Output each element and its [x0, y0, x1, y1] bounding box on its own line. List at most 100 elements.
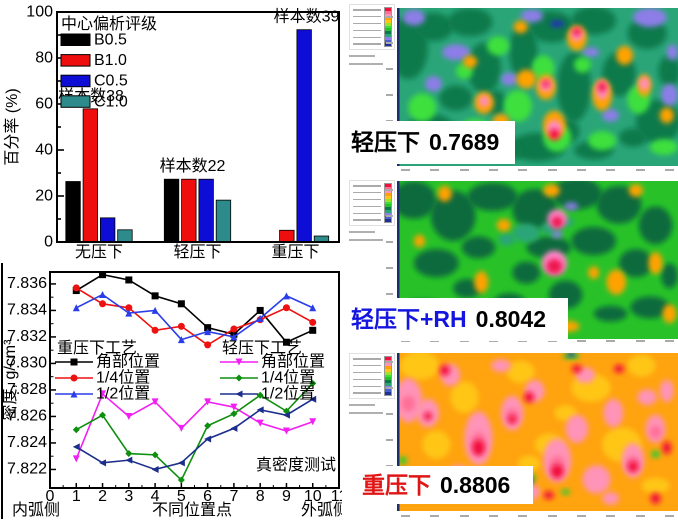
bar-y-axis: 0 20 40 60 80 100 百分率 (%) [3, 4, 64, 251]
legend-label: B0.5 [94, 32, 127, 49]
heatmap-caption: 轻压下+RH 0.8042 [345, 298, 568, 341]
legend-ramp-step [385, 43, 391, 46]
legend-ramp-step [385, 10, 391, 14]
legend-ramp-step [385, 25, 391, 29]
svg-text:20: 20 [35, 188, 53, 205]
svg-text:7.830: 7.830 [7, 354, 47, 371]
svg-text:7.834: 7.834 [7, 301, 47, 318]
svg-text:9: 9 [282, 488, 291, 505]
heatmap-caption-name: 轻压下 [351, 129, 420, 155]
series-line [75, 293, 314, 341]
bar [65, 181, 81, 243]
bar [117, 229, 133, 243]
legend-ramp-step [385, 22, 391, 26]
heatmap-caption: 重压下 0.8806 [356, 466, 533, 504]
heatmap-stats-text [349, 231, 383, 247]
legend-ramp-step [385, 374, 391, 378]
line-annotation: 真密度测试 [256, 456, 336, 474]
heatmap-stats-text [349, 404, 383, 420]
legend-ramp-step [385, 210, 391, 214]
svg-text:6: 6 [203, 488, 212, 505]
line-y-axis-label: 密度, g/cm³ [1, 339, 19, 421]
bar-category-label: 无压下 [75, 244, 123, 261]
bar-legend: 中心偏析评级 B0.5 B1.0 C0.5 C1.0 [60, 15, 157, 110]
heatmap-caption-value: 0.8042 [475, 306, 547, 332]
heatmap-color-legend [349, 180, 395, 226]
legend-ramp-step [385, 16, 391, 20]
bar [181, 178, 197, 243]
heatmap-panel-light-reduction: 轻压下 0.7689 [342, 0, 678, 176]
bar-plot-frame [56, 11, 340, 243]
legend-ramp-step [385, 207, 391, 211]
contour-canvas [391, 177, 678, 339]
legend-ramp-step [385, 8, 391, 11]
line-y-axis: 7.822 7.824 7.826 7.828 7.830 7.832 7.83… [1, 275, 56, 477]
legend-ramp-step [385, 184, 391, 187]
svg-text:7.822: 7.822 [7, 460, 47, 477]
svg-text:5: 5 [177, 488, 186, 505]
legend-ramp-step [385, 365, 391, 369]
heatmap-x-tick-labels [397, 515, 678, 517]
legend-ramp-step [385, 37, 391, 41]
legend-entry-label: 1/2位置 [96, 385, 150, 403]
svg-text:7.824: 7.824 [7, 434, 47, 451]
legend-swatch [60, 74, 91, 88]
legend-color-ramp [384, 7, 392, 47]
sample-count-annotation: 样本数22 [160, 157, 226, 175]
legend-ramp-step [385, 189, 391, 193]
legend-ramp-step [385, 389, 391, 393]
map-left-axis-line [397, 353, 400, 511]
heatmap-caption: 轻压下 0.7689 [345, 121, 515, 164]
svg-text:8: 8 [256, 488, 265, 505]
bar-category-label: 重压下 [271, 243, 319, 261]
legend-label: C1.0 [94, 93, 128, 110]
legend-label: C0.5 [94, 73, 128, 90]
legend-ramp-step [385, 186, 391, 190]
bar-category-label: 轻压下 [173, 243, 221, 261]
svg-text:0: 0 [44, 234, 53, 251]
series-line [75, 398, 314, 471]
legend-ramp-step [385, 13, 391, 17]
legend-ramp-step [385, 31, 391, 35]
legend-ramp-step [385, 368, 391, 372]
legend-ramp-step [385, 219, 391, 222]
heatmap-caption-name: 轻压下+RH [351, 306, 467, 332]
heatmap-caption-name: 重压下 [362, 471, 431, 498]
bar [100, 217, 116, 243]
sample-count-annotation: 样本数39 [274, 8, 340, 26]
legend-entry-label: 1/4位置 [261, 369, 315, 387]
legend-ramp-step [385, 192, 391, 196]
segregation-bar-chart: 0 20 40 60 80 100 百分率 (%) 样本数38 样本数22 样本数39 无压下 轻压… [0, 0, 342, 262]
legend-group-title: 轻压下工艺 [222, 339, 302, 357]
legend-swatch [60, 33, 91, 46]
heatmap-stats-text [349, 55, 383, 71]
inner-arc-label: 内弧侧 [12, 501, 60, 519]
svg-text:0: 0 [46, 488, 55, 505]
legend-swatch [60, 54, 91, 67]
bar-legend-title: 中心偏析评级 [61, 15, 157, 33]
svg-text:7.836: 7.836 [7, 275, 47, 292]
legend-ramp-step [385, 383, 391, 387]
heatmap-x-tick-labels [397, 169, 678, 171]
figure-left-border [1, 263, 3, 519]
bar-x-axis: 无压下 轻压下 重压下 [75, 243, 320, 261]
series-line [75, 273, 314, 344]
legend-color-ramp [384, 183, 392, 223]
legend-entry-label: 1/2位置 [261, 385, 315, 403]
svg-text:10: 10 [304, 488, 322, 505]
svg-text:1: 1 [72, 488, 81, 505]
line-chart-canvas: 7.822 7.824 7.826 7.828 7.830 7.832 7.83… [1, 271, 349, 519]
series-line [75, 382, 314, 482]
heatmap-panel-light-reduction-rh: 轻压下+RH 0.8042 [342, 176, 678, 349]
heatmap-x-tick-labels [397, 340, 678, 342]
legend-ramp-step [385, 380, 391, 384]
series-line [75, 392, 313, 460]
legend-entry-label: 角部位置 [261, 353, 325, 371]
svg-text:7.832: 7.832 [7, 328, 47, 345]
legend-ramp-step [385, 34, 391, 38]
outer-arc-label: 外弧侧 [301, 501, 342, 519]
bar [279, 229, 295, 243]
svg-text:60: 60 [35, 96, 53, 113]
